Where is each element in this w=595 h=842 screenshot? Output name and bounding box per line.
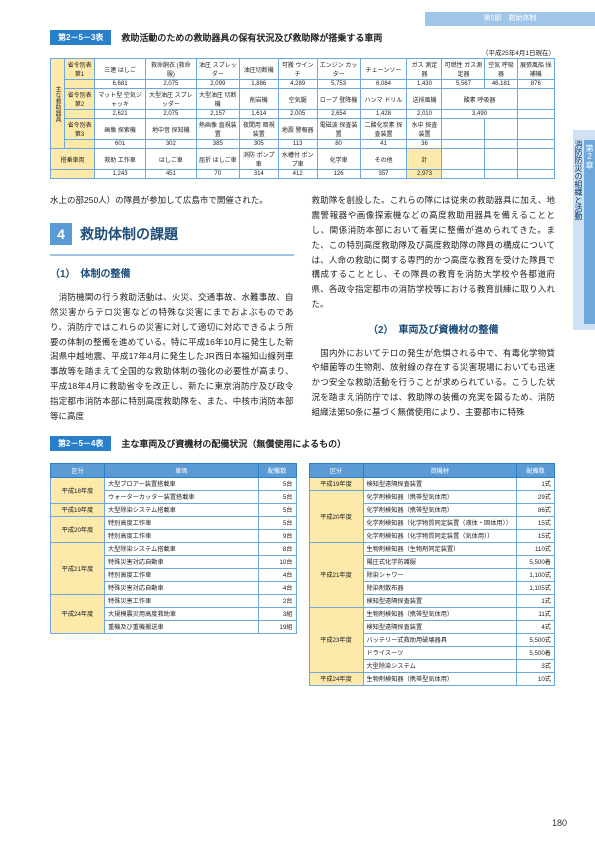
table-count: 5台 (258, 503, 296, 516)
table-item: 特殊災害対応自動車 (105, 555, 259, 568)
table-year: 平成19年度 (309, 477, 363, 490)
body-text: 国内外においてテロの発生が危惧される中で、有毒化学物質や細菌等の生物剤、放射線の… (312, 346, 556, 420)
subsection-2: （2） 車両及び資機材の整備 (312, 322, 556, 340)
col-kubun: 区分 (309, 463, 363, 477)
header-section-label: 第5節 救助体制 (425, 12, 595, 26)
table-count: 3式 (517, 659, 555, 672)
table-badge: 第2－5－4表 (50, 436, 111, 451)
chapter-badge: 第2章 (584, 140, 595, 324)
table-vhead: 主な救助器具 (51, 59, 65, 149)
table-year: 平成20年度 (309, 490, 363, 542)
table-count: 4台 (258, 581, 296, 594)
table-count: 5,500着 (517, 646, 555, 659)
body-text: 救助隊を創設した。これらの隊には従来の救助器具に加え、地震警報器や画像探索機など… (312, 193, 556, 312)
table-item: 生物剤検知器（携帯型気体用） (363, 607, 517, 620)
table-item: 除染シャワー (363, 568, 517, 581)
table-item: 大型除染システム搭載車 (105, 503, 259, 516)
table-badge: 第2－5－3表 (50, 30, 111, 45)
table-count: 5台 (258, 516, 296, 529)
table-count: 10台 (258, 555, 296, 568)
table-item: ドライスーツ (363, 646, 517, 659)
table-count: 4式 (517, 620, 555, 633)
table-item: 検知型遠隔探査装置 (363, 594, 517, 607)
table-count: 15式 (517, 529, 555, 542)
table-item: 大規模震災用高度救助車 (105, 607, 259, 620)
page-number: 180 (552, 818, 567, 828)
table-item: 特殊災害対応自動車 (105, 581, 259, 594)
table-item: ウォーターカッター装置搭載車 (105, 490, 259, 503)
table-item: 特別高度工作車 (105, 529, 259, 542)
table-count: 29式 (517, 490, 555, 503)
table-item: 大型ブロアー装置搭載車 (105, 477, 259, 490)
intro-text: 水上の部250人）の隊員が参加して広島市で開催された。 (50, 193, 294, 208)
table-count: 1式 (517, 594, 555, 607)
table-count: 15式 (517, 516, 555, 529)
table-item: 除染剤散布器 (363, 581, 517, 594)
table-item: 重機及び重機搬送車 (105, 620, 259, 633)
table-year: 平成18年度 (51, 477, 105, 503)
table-item: 特殊災害工作車 (105, 594, 259, 607)
table-count: 2台 (258, 594, 296, 607)
table-254-heading: 第2－5－4表 主な車両及び資機材の配備状況（無償使用によるもの） (50, 436, 555, 451)
table-item: 陽圧式化学防護服 (363, 555, 517, 568)
table-count: 1,105式 (517, 581, 555, 594)
table-count: 5台 (258, 477, 296, 490)
table-year: 平成20年度 (51, 516, 105, 542)
table-count: 5,500式 (517, 633, 555, 646)
row-head: 搭乗車両 (51, 149, 95, 170)
table-title: 救助活動のための救助器具の保有状況及び救助隊が搭乗する車両 (121, 31, 382, 44)
table-253: 主な救助器具 省令別表 第1 三連 はしご救命胴衣 (救命服)油圧 スプレッダー… (50, 58, 555, 179)
table-count: 8台 (258, 542, 296, 555)
table-item: 化学剤検知器（携帯型気体用） (363, 490, 517, 503)
table-254-left: 区分車両配備数 平成18年度大型ブロアー装置搭載車5台ウォーターカッター装置搭載… (50, 463, 297, 634)
table-count: 1式 (517, 477, 555, 490)
table-item: 化学剤検知器（化学物質同定装置（気体用）） (363, 529, 517, 542)
table-count: 86式 (517, 503, 555, 516)
table-item: 特別高度工作車 (105, 568, 259, 581)
table-count: 5,500着 (517, 555, 555, 568)
section-underline (50, 254, 294, 256)
table-year: 平成21年度 (309, 542, 363, 607)
table-item: 検知型遠隔探査装置 (363, 477, 517, 490)
subsection-1: （1） 体制の整備 (50, 266, 294, 284)
table-item: 生物剤検知器（生物剤同定装置） (363, 542, 517, 555)
table-count: 1,100式 (517, 568, 555, 581)
table-year: 平成23年度 (309, 607, 363, 672)
table-count: 110式 (517, 542, 555, 555)
side-chapter-tab: 第2章 消防防災の組織と活動 (573, 130, 595, 330)
col-kubun: 区分 (51, 463, 105, 477)
table-note: （平成25年4月1日現在） (50, 47, 555, 57)
right-column: 救助隊を創設した。これらの隊には従来の救助器具に加え、地震警報器や画像探索機など… (312, 193, 556, 424)
table-count: 11式 (517, 607, 555, 620)
table-item: 化学剤検知器（携帯型気体用） (363, 503, 517, 516)
table-year: 平成21年度 (51, 542, 105, 594)
section-number: 4 (50, 223, 72, 245)
table-count: 19組 (258, 620, 296, 633)
table-count: 10式 (517, 672, 555, 685)
table-count: 4台 (258, 568, 296, 581)
table-item: 大型除染システム (363, 659, 517, 672)
body-text: 消防機関の行う救助活動は、火災、交通事故、水難事故、自然災害からテロ災害などの特… (50, 290, 294, 424)
table-item: 検知型遠隔探査装置 (363, 620, 517, 633)
table-item: 化学剤検知器（化学物質同定装置（液体・固体用）） (363, 516, 517, 529)
table-item: 大型除染システム搭載車 (105, 542, 259, 555)
table-254-right: 区分資機材配備数 平成19年度検知型遠隔探査装置1式平成20年度化学剤検知器（携… (309, 463, 556, 686)
table-253-heading: 第2－5－3表 救助活動のための救助器具の保有状況及び救助隊が搭乗する車両 (50, 30, 555, 45)
table-count: 5台 (258, 490, 296, 503)
table-count: 3組 (258, 607, 296, 620)
chapter-subtitle: 消防防災の組織と活動 (573, 140, 584, 330)
table-item: バッテリー式救助用破壊器具 (363, 633, 517, 646)
table-title: 主な車両及び資機材の配備状況（無償使用によるもの） (121, 437, 346, 450)
table-year: 平成24年度 (309, 672, 363, 685)
table-item: 特別高度工作車 (105, 516, 259, 529)
table-year: 平成19年度 (51, 503, 105, 516)
table-item: 生物剤検知器（携帯型気体用） (363, 672, 517, 685)
left-column: 水上の部250人）の隊員が参加して広島市で開催された。 4 救助体制の課題 （1… (50, 193, 294, 424)
table-year: 平成24年度 (51, 594, 105, 633)
row-head: 省令別表 第1 (65, 59, 95, 80)
section-title: 救助体制の課題 (80, 222, 178, 247)
table-count: 9台 (258, 529, 296, 542)
